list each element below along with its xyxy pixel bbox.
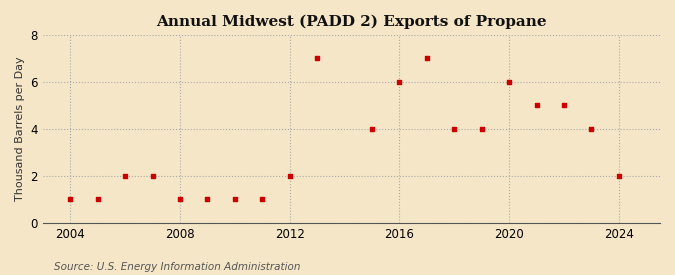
Point xyxy=(449,126,460,131)
Point xyxy=(312,56,323,60)
Point xyxy=(284,174,295,178)
Point xyxy=(504,79,514,84)
Point xyxy=(119,174,130,178)
Text: Source: U.S. Energy Information Administration: Source: U.S. Energy Information Administ… xyxy=(54,262,300,272)
Point xyxy=(175,197,186,202)
Point xyxy=(367,126,377,131)
Point xyxy=(92,197,103,202)
Point xyxy=(477,126,487,131)
Title: Annual Midwest (PADD 2) Exports of Propane: Annual Midwest (PADD 2) Exports of Propa… xyxy=(156,15,547,29)
Point xyxy=(65,197,76,202)
Point xyxy=(394,79,405,84)
Y-axis label: Thousand Barrels per Day: Thousand Barrels per Day xyxy=(15,56,25,201)
Point xyxy=(147,174,158,178)
Point xyxy=(202,197,213,202)
Point xyxy=(559,103,570,108)
Point xyxy=(614,174,624,178)
Point xyxy=(257,197,268,202)
Point xyxy=(421,56,432,60)
Point xyxy=(586,126,597,131)
Point xyxy=(230,197,240,202)
Point xyxy=(531,103,542,108)
